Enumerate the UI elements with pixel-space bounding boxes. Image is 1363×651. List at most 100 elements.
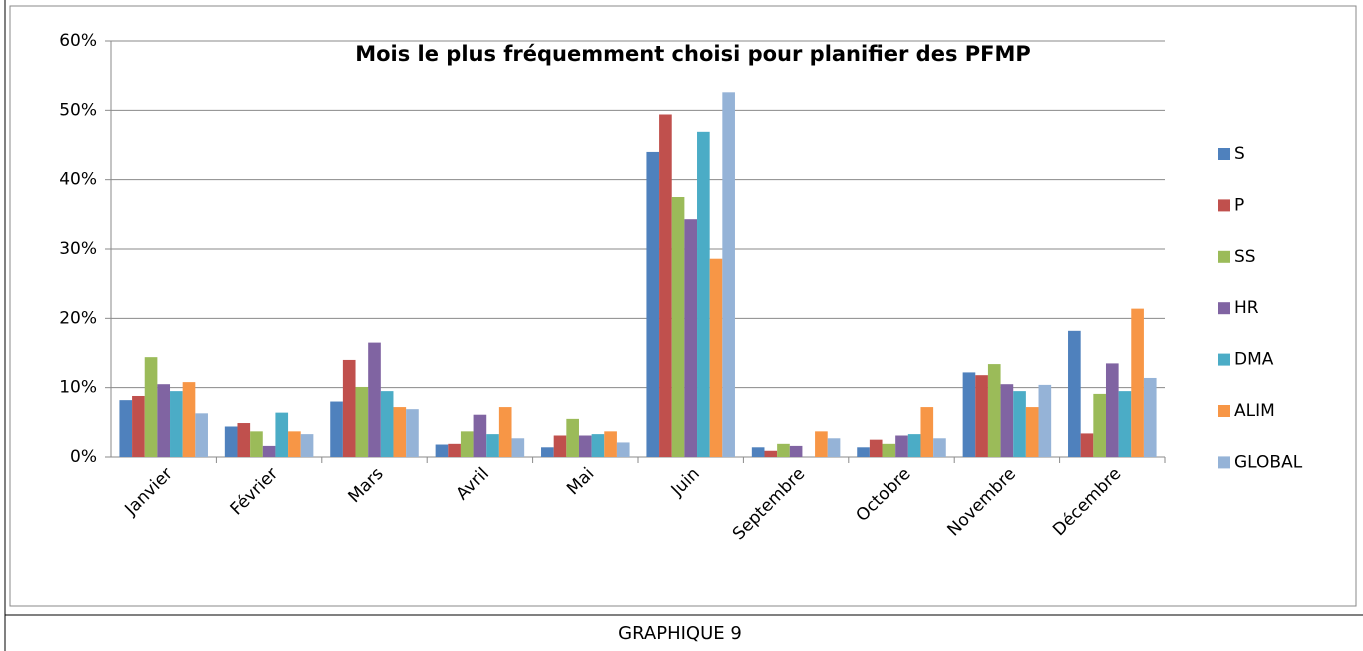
bar [1105, 363, 1119, 457]
bar [646, 151, 660, 457]
bar [288, 431, 301, 457]
bar [460, 431, 474, 457]
legend-swatch [1218, 302, 1230, 315]
bar [697, 131, 710, 457]
x-tick-label: Mars [344, 464, 387, 507]
bar [119, 400, 133, 457]
legend-swatch [1218, 250, 1230, 263]
bar [591, 434, 605, 457]
bar [616, 442, 630, 457]
y-tick-label: 60% [59, 31, 97, 51]
bar [659, 114, 672, 457]
bar [1013, 391, 1026, 457]
bar [566, 418, 579, 457]
bar [777, 443, 790, 457]
y-tick-label: 0% [70, 447, 97, 467]
bar [907, 434, 921, 457]
chart-border [9, 5, 1357, 607]
chart-title: Mois le plus fréquemment choisi pour pla… [355, 42, 1031, 66]
bar [882, 443, 896, 457]
bar [262, 445, 276, 457]
y-tick-label: 50% [59, 100, 97, 120]
bar [764, 450, 778, 457]
bar [380, 391, 394, 457]
x-tick-label: Décembre [1049, 464, 1125, 540]
bar [1143, 377, 1157, 457]
legend-label: HR [1234, 298, 1259, 318]
bar [933, 438, 946, 457]
x-tick-label: Septembre [729, 464, 809, 544]
bar [604, 431, 617, 457]
bar [541, 447, 554, 457]
bar [962, 372, 976, 457]
legend-label: P [1234, 195, 1244, 215]
bar [224, 426, 238, 457]
bar [1025, 407, 1039, 457]
bar [406, 409, 419, 457]
legend-swatch [1218, 148, 1230, 160]
bar [920, 407, 934, 457]
bar [684, 219, 698, 457]
bar [1038, 384, 1052, 457]
y-tick-label: 30% [59, 239, 97, 259]
bar [355, 386, 369, 457]
bar [435, 444, 449, 457]
bar [250, 431, 263, 457]
y-tick-label: 40% [59, 170, 97, 190]
bar [330, 401, 343, 457]
bar [751, 447, 765, 457]
legend-label: DMA [1234, 350, 1274, 370]
bar [722, 92, 735, 457]
bar [393, 407, 407, 457]
bar [237, 423, 251, 457]
bar [182, 382, 196, 457]
bar [1131, 308, 1144, 457]
bar [275, 412, 289, 457]
bar [869, 439, 883, 457]
legend-swatch [1218, 405, 1230, 417]
x-tick-label: Mai [563, 464, 598, 499]
legend-label: SS [1234, 247, 1256, 267]
legend-label: S [1234, 144, 1245, 164]
bar [342, 359, 356, 457]
bar [857, 447, 870, 457]
bar [498, 407, 512, 457]
legend-label: ALIM [1234, 401, 1275, 421]
bar [671, 197, 685, 457]
y-tick-label: 20% [59, 308, 97, 328]
x-tick-label: Avril [453, 464, 493, 504]
bar [132, 395, 145, 457]
y-tick-label: 10% [59, 378, 97, 398]
bar [511, 438, 525, 457]
bar [195, 413, 208, 457]
legend-swatch [1218, 353, 1230, 366]
bar [1000, 384, 1014, 457]
x-tick-label: Octobre [853, 464, 915, 526]
bar [827, 438, 841, 457]
legend-label: GLOBAL [1234, 452, 1303, 472]
bar [709, 258, 723, 457]
x-tick-label: Novembre [944, 464, 1020, 540]
bar [300, 434, 314, 457]
bar [448, 443, 461, 457]
bar [144, 357, 158, 457]
bar [486, 434, 499, 457]
bar [1080, 433, 1094, 457]
bar [975, 375, 988, 457]
legend-swatch [1218, 456, 1230, 469]
bar [368, 342, 381, 457]
bar [815, 431, 828, 457]
x-tick-label: Février [227, 464, 283, 520]
bar [170, 391, 183, 457]
bar [1093, 393, 1106, 457]
x-tick-label: Juin [667, 464, 704, 501]
bar [553, 435, 567, 457]
x-tick-label: Janvier [121, 464, 177, 520]
bar [1068, 330, 1081, 457]
caption: GRAPHIQUE 9 [618, 623, 742, 644]
bar [789, 445, 803, 457]
legend-swatch [1218, 199, 1230, 212]
bar [578, 435, 592, 457]
bar [473, 414, 487, 457]
